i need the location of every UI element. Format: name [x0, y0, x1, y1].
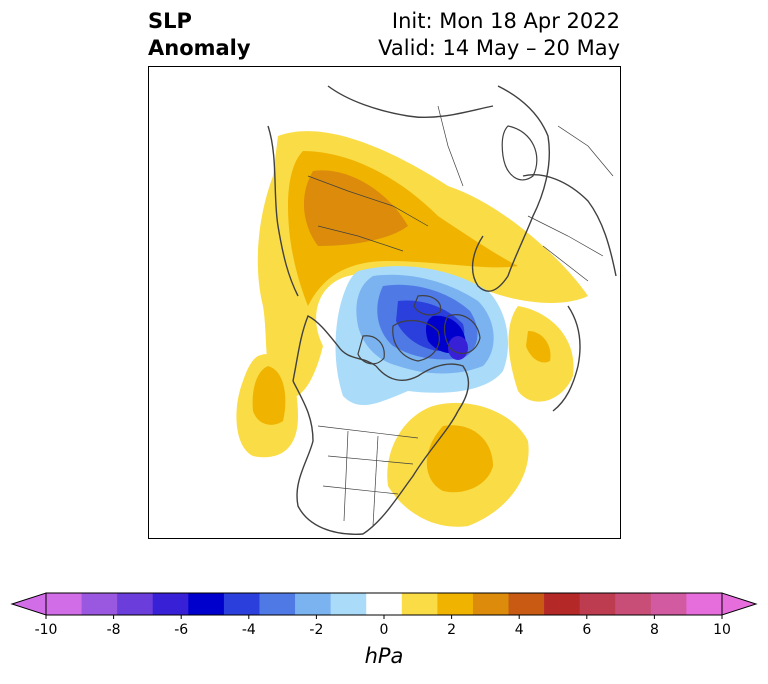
init-date: Init: Mon 18 Apr 2022 [391, 9, 620, 33]
colorbar-tick-label: 8 [650, 622, 659, 638]
colorbar-extend-min [10, 592, 47, 616]
colorbar-cell [686, 593, 723, 615]
colorbar-cell [81, 593, 118, 615]
colorbar-cell [330, 593, 367, 615]
positive-anomaly-east-pacific [236, 354, 298, 458]
colorbar-cell [472, 593, 510, 615]
colorbar-cell [223, 593, 260, 615]
title-line-2: Anomaly [148, 36, 251, 60]
colorbar-cell [117, 593, 154, 615]
map-frame [148, 66, 621, 539]
colorbar-cell [152, 593, 189, 615]
colorbar-tick-label: -2 [309, 622, 323, 638]
colorbar-tick-label: -4 [242, 622, 256, 638]
colorbar-cell [650, 593, 687, 615]
anomaly-map [148, 66, 621, 539]
colorbar-tick-label: 2 [447, 622, 456, 638]
political-borders [307, 105, 614, 527]
colorbar-tick-label: 0 [380, 622, 389, 638]
colorbar-cell [366, 593, 403, 615]
colorbar-cell [544, 593, 581, 615]
colorbar-tick-label: 4 [515, 622, 524, 638]
colorbar-cell [437, 593, 474, 615]
map-title: SLP Anomaly [148, 8, 251, 62]
colorbar-tick-label: 10 [713, 622, 731, 638]
colorbar: -10 -8 -6 -4 -2 0 2 4 6 8 10 [10, 592, 758, 638]
colorbar-tick-label: 6 [582, 622, 591, 638]
coastlines [267, 85, 617, 535]
colorbar-cell [508, 593, 545, 615]
colorbar-cell [46, 593, 83, 615]
valid-date-range: Valid: 14 May – 20 May [378, 36, 620, 60]
date-info: Init: Mon 18 Apr 2022 Valid: 14 May – 20… [378, 8, 620, 62]
colorbar-cell [295, 593, 332, 615]
title-line-1: SLP [148, 9, 192, 33]
colorbar-extend-max [721, 592, 758, 616]
colorbar-tick-label: -6 [174, 622, 188, 638]
colorbar-cell [401, 593, 438, 615]
colorbar-cell [579, 593, 616, 615]
positive-anomaly-west-atlantic [387, 402, 529, 527]
colorbar-tick-label: -10 [35, 622, 58, 638]
arctic-islands [357, 125, 538, 365]
colorbar-cell [188, 593, 225, 615]
colorbar-units: hPa [364, 644, 404, 668]
colorbar-tick-label: -8 [107, 622, 121, 638]
colorbar-cell [615, 593, 652, 615]
positive-anomaly-north-atlantic [508, 306, 574, 402]
colorbar-cell [259, 593, 296, 615]
